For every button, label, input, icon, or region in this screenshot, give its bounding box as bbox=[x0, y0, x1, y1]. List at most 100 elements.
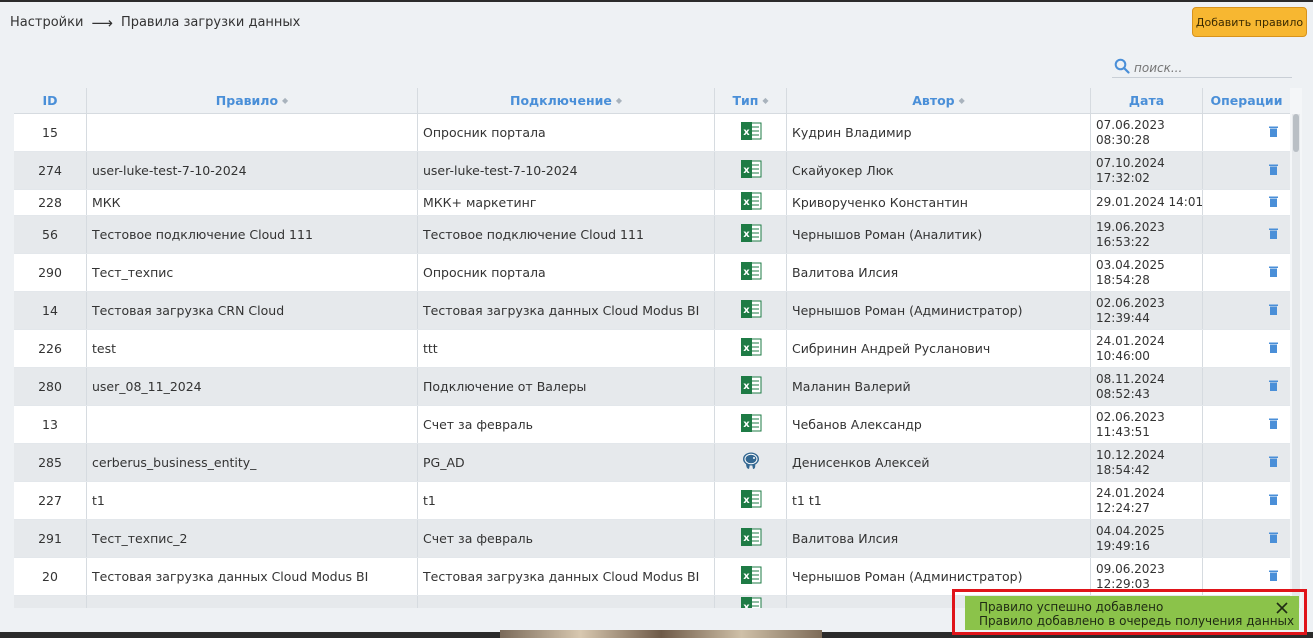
scrollbar-thumb[interactable] bbox=[1293, 114, 1299, 152]
cell-type: x bbox=[715, 520, 787, 557]
postgresql-icon bbox=[740, 451, 762, 474]
delete-trash-icon[interactable] bbox=[1269, 195, 1278, 210]
sort-icon[interactable]: ◆ bbox=[958, 96, 965, 105]
cell-id: 280 bbox=[14, 368, 87, 405]
delete-trash-icon[interactable] bbox=[1269, 341, 1278, 356]
excel-icon: x bbox=[740, 413, 762, 436]
cell-connection: PG_AD bbox=[418, 444, 715, 481]
column-header-connection[interactable]: Подключение ◆ bbox=[418, 88, 715, 113]
cell-date: 09.06.2023 12:29:03 bbox=[1091, 558, 1203, 595]
cell-id: 290 bbox=[14, 254, 87, 291]
table-row[interactable]: 274 user-luke-test-7-10-2024 user-luke-tes… bbox=[14, 152, 1290, 190]
cell-id: 291 bbox=[14, 520, 87, 557]
cell-date: 07.10.2024 17:32:02 bbox=[1091, 152, 1203, 189]
delete-trash-icon[interactable] bbox=[1269, 303, 1278, 318]
toast-message-title: Правило успешно добавлено bbox=[979, 600, 1164, 614]
date-text: 09.06.2023 bbox=[1096, 561, 1165, 576]
excel-icon: x bbox=[740, 565, 762, 588]
close-icon[interactable] bbox=[1274, 600, 1290, 616]
date-text: 07.06.2023 bbox=[1096, 117, 1165, 132]
cell-author: Валитова Илсия bbox=[787, 254, 1091, 291]
cell-rule: user-luke-test-7-10-2024 bbox=[87, 152, 418, 189]
cell-author: Скайуокер Люк bbox=[787, 152, 1091, 189]
delete-trash-icon[interactable] bbox=[1269, 227, 1278, 242]
cell-date: 29.01.2024 14:01:21 bbox=[1091, 190, 1203, 215]
delete-trash-icon[interactable] bbox=[1269, 417, 1278, 432]
date-text: 24.01.2024 bbox=[1096, 333, 1165, 348]
delete-trash-icon[interactable] bbox=[1269, 379, 1278, 394]
table-row[interactable]: 56 Тестовое подключение Cloud 111 Тестовое… bbox=[14, 216, 1290, 254]
date-text: 29.01.2024 14:01:21 bbox=[1096, 195, 1203, 209]
cell-id: 56 bbox=[14, 216, 87, 253]
cell-type: x bbox=[715, 114, 787, 151]
cell-operations bbox=[1203, 114, 1290, 151]
time-text: 08:30:28 bbox=[1096, 132, 1150, 147]
cell-id: 226 bbox=[14, 330, 87, 367]
svg-text:x: x bbox=[743, 127, 750, 138]
table-row[interactable]: 226 test ttt x Сибринин Андрей Русланович 24.… bbox=[14, 330, 1290, 368]
delete-trash-icon[interactable] bbox=[1269, 531, 1278, 546]
cell-id: 285 bbox=[14, 444, 87, 481]
table-row[interactable]: 291 Тест_техпис_2 Счет за февраль x Валитова… bbox=[14, 520, 1290, 558]
date-text: 08.11.2024 bbox=[1096, 371, 1165, 386]
cell-connection: Тестовое подключение Cloud 111 bbox=[418, 216, 715, 253]
column-header-label: Автор bbox=[912, 93, 955, 108]
cell-rule: t1 bbox=[87, 482, 418, 519]
cell-connection: Тестовая загрузка данных Cloud Modus BI bbox=[418, 558, 715, 595]
cell-id bbox=[14, 596, 87, 608]
excel-icon: x bbox=[740, 223, 762, 246]
time-text: 11:43:51 bbox=[1096, 424, 1150, 439]
delete-trash-icon[interactable] bbox=[1269, 125, 1278, 140]
cell-type: x bbox=[715, 558, 787, 595]
cell-connection: Подключение от Валеры bbox=[418, 368, 715, 405]
table-body: 15 Опросник портала x Кудрин Владимир 07.06.… bbox=[14, 114, 1302, 608]
time-text: 12:29:03 bbox=[1096, 576, 1150, 591]
cell-author: Чернышов Роман (Администратор) bbox=[787, 558, 1091, 595]
column-header-rule[interactable]: Правило ◆ bbox=[87, 88, 418, 113]
excel-icon: x bbox=[740, 337, 762, 360]
cell-operations bbox=[1203, 406, 1290, 443]
add-rule-button[interactable]: Добавить правило bbox=[1192, 7, 1307, 37]
cell-date: 03.04.2025 18:54:28 bbox=[1091, 254, 1203, 291]
delete-trash-icon[interactable] bbox=[1269, 493, 1278, 508]
table-row[interactable]: 285 cerberus_business_entity_ PG_AD Денисен… bbox=[14, 444, 1290, 482]
breadcrumb-settings-link[interactable]: Настройки bbox=[10, 15, 84, 30]
svg-text:x: x bbox=[743, 343, 750, 354]
svg-text:x: x bbox=[743, 571, 750, 582]
cell-connection bbox=[418, 596, 715, 608]
delete-trash-icon[interactable] bbox=[1269, 569, 1278, 584]
table-scrollbar[interactable] bbox=[1292, 114, 1300, 608]
table-row[interactable]: 280 user_08_11_2024 Подключение от Валеры x… bbox=[14, 368, 1290, 406]
column-header-type[interactable]: Тип ◆ bbox=[715, 88, 787, 113]
time-text: 08:52:43 bbox=[1096, 386, 1150, 401]
cell-connection: user-luke-test-7-10-2024 bbox=[418, 152, 715, 189]
sort-icon[interactable]: ◆ bbox=[615, 96, 623, 105]
cell-connection: Тестовая загрузка данных Cloud Modus BI bbox=[418, 292, 715, 329]
sort-icon[interactable]: ◆ bbox=[282, 96, 289, 105]
search-icon[interactable] bbox=[1112, 58, 1130, 77]
search-input[interactable] bbox=[1134, 60, 1284, 75]
table-row[interactable]: 227 t1 t1 x t1 t1 24.01.2024 12:24:27 bbox=[14, 482, 1290, 520]
table-row[interactable]: 13 Счет за февраль x Чебанов Александр 02.06… bbox=[14, 406, 1290, 444]
delete-trash-icon[interactable] bbox=[1269, 455, 1278, 470]
cell-rule: cerberus_business_entity_ bbox=[87, 444, 418, 481]
table-row[interactable]: 228 МКК МКК+ маркетинг x Криворученко Конста… bbox=[14, 190, 1290, 216]
delete-trash-icon[interactable] bbox=[1269, 163, 1278, 178]
excel-icon: x bbox=[740, 375, 762, 398]
table-row[interactable]: 15 Опросник портала x Кудрин Владимир 07.06.… bbox=[14, 114, 1290, 152]
column-header-date[interactable]: Дата bbox=[1091, 88, 1203, 113]
cell-operations bbox=[1203, 482, 1290, 519]
sort-icon[interactable]: ◆ bbox=[762, 96, 769, 105]
table-row[interactable]: 14 Тестовая загрузка CRN Cloud Тестовая за… bbox=[14, 292, 1290, 330]
column-header-author[interactable]: Автор ◆ bbox=[787, 88, 1091, 113]
rules-table: ID Правило ◆ Подключение ◆ Тип ◆ Автор ◆ Дат… bbox=[14, 88, 1302, 608]
delete-trash-icon[interactable] bbox=[1269, 265, 1278, 280]
cell-id: 20 bbox=[14, 558, 87, 595]
excel-icon: x bbox=[740, 121, 762, 144]
toast-highlight-frame bbox=[952, 589, 1307, 635]
time-text: 19:49:16 bbox=[1096, 538, 1150, 553]
column-header-id[interactable]: ID bbox=[14, 88, 87, 113]
column-header-label: Правило bbox=[215, 93, 279, 108]
table-row[interactable]: 290 Тест_техпис Опросник портала x Валитова … bbox=[14, 254, 1290, 292]
column-header-label: Тип bbox=[732, 93, 759, 108]
